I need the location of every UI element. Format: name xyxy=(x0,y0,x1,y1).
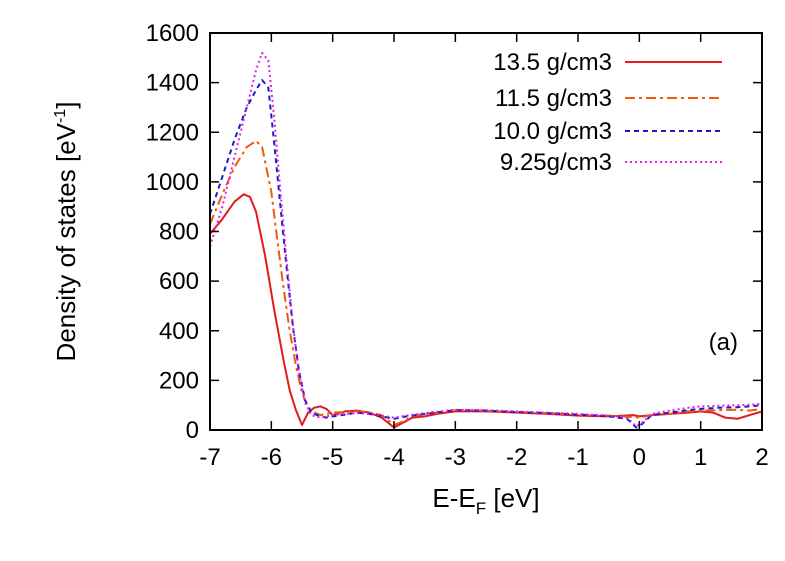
series-line-2 xyxy=(210,139,762,426)
y-axis-title: Density of states [eV-1] xyxy=(51,102,81,362)
legend-label-2: 11.5 g/cm3 xyxy=(495,85,612,112)
x-tick-label: -4 xyxy=(383,444,404,471)
x-tick-label: -7 xyxy=(199,444,220,471)
y-tick-label: 1000 xyxy=(146,169,199,196)
y-tick-label: 1600 xyxy=(146,20,199,47)
legend: 13.5 g/cm3 11.5 g/cm3 10.0 g/cm3 9.25g/cm3 xyxy=(493,49,722,176)
y-axis-title-main: Density of states [eV xyxy=(51,122,81,361)
x-tick-label: 2 xyxy=(755,444,768,471)
x-tick-label: -5 xyxy=(322,444,343,471)
x-axis-title-main: E-E xyxy=(432,483,475,513)
panel-label: (a) xyxy=(709,329,738,356)
legend-label-3: 10.0 g/cm3 xyxy=(493,118,612,145)
x-axis-title-unit: [eV] xyxy=(486,483,539,513)
y-tick-label: 200 xyxy=(159,367,199,394)
legend-label-4: 9.25g/cm3 xyxy=(500,149,612,176)
y-tick-label: 1200 xyxy=(146,119,199,146)
ticks-layer: -7 -6 -5 -4 -3 -2 -1 0 1 2 0 200 400 600 800 1000 1200 14… xyxy=(146,20,769,471)
y-tick-label: 400 xyxy=(159,318,199,345)
plot-frame xyxy=(209,32,763,431)
y-tick-label: 1400 xyxy=(146,70,199,97)
x-tick-label: -3 xyxy=(445,444,466,471)
series-line-3 xyxy=(210,79,762,429)
y-tick-label: 600 xyxy=(159,268,199,295)
x-axis-title-sub: F xyxy=(476,499,486,518)
x-tick-label: 0 xyxy=(633,444,646,471)
x-tick-label: -1 xyxy=(567,444,588,471)
legend-label-1: 13.5 g/cm3 xyxy=(493,49,612,76)
x-axis-title: E-EF [eV] xyxy=(432,483,539,518)
series-layer xyxy=(210,51,762,429)
y-tick-label: 0 xyxy=(186,417,199,444)
y-tick-label: 800 xyxy=(159,219,199,246)
x-tick-label: -2 xyxy=(506,444,527,471)
y-axis-title-close: ] xyxy=(51,102,81,109)
series-line-4 xyxy=(210,51,762,428)
x-tick-label: -6 xyxy=(261,444,282,471)
y-axis-title-sup: -1 xyxy=(52,109,69,123)
series-line-1 xyxy=(210,193,762,429)
x-tick-label: 1 xyxy=(694,444,707,471)
